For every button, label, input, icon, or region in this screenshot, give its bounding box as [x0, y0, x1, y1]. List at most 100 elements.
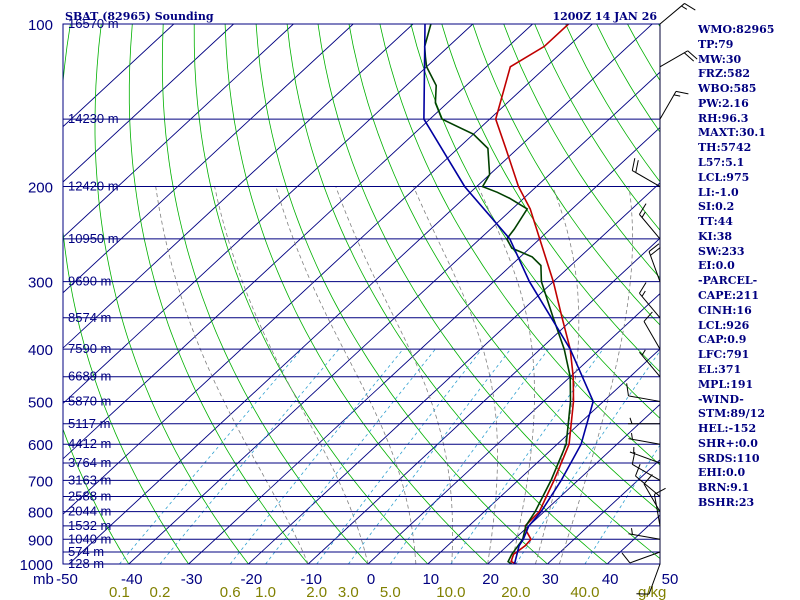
mixing-ratio-tick-label: 2.0: [306, 584, 327, 600]
wind-barb: [636, 563, 661, 595]
index-value: MPL:191: [698, 377, 754, 391]
dry-adiabat-line: [94, 24, 249, 564]
height-label: 3163 m: [68, 472, 111, 487]
mixing-ratio-tick-label: 40.0: [570, 584, 599, 600]
wind-barb-full: [684, 3, 696, 11]
index-value: PW:2.16: [698, 96, 749, 110]
pressure-tick-label: 300: [28, 275, 53, 292]
index-value: EI:0.0: [698, 259, 735, 273]
parcel-line: [423, 24, 595, 564]
height-label: 10950 m: [68, 231, 119, 246]
index-value: L57:5.1: [698, 156, 745, 170]
chart-grid: [63, 24, 660, 564]
mixing-ratio-line: [229, 348, 404, 564]
wind-barb-staff: [639, 292, 661, 319]
mixing-ratio-line: [265, 348, 436, 564]
wind-barb: [631, 158, 661, 187]
wind-barb-full: [639, 282, 647, 294]
index-value: TT:44: [698, 215, 733, 229]
mixing-ratio-tick-label: 5.0: [380, 584, 401, 600]
index-value: CAPE:211: [698, 289, 759, 303]
temperature-line: [494, 24, 575, 564]
temperature-tick-label: -50: [56, 571, 78, 588]
index-value: -PARCEL-: [698, 274, 758, 288]
temperature-tick-label: 10: [422, 571, 439, 588]
wind-barb-staff: [628, 533, 661, 540]
pressure-tick-label: 200: [28, 180, 53, 197]
wind-barb: [621, 551, 661, 564]
wind-barb: [648, 243, 661, 282]
index-value: SRDS:110: [698, 451, 760, 465]
mixing-ratio-unit-label: g/kg: [638, 584, 666, 600]
isotherm-line: [63, 24, 175, 128]
wind-barb-half: [673, 94, 681, 97]
wind-barb-half: [631, 433, 633, 440]
index-value: BSHR:23: [698, 495, 755, 509]
index-value: SHR+:0.0: [698, 436, 758, 450]
isotherm-line: [128, 71, 660, 564]
pressure-unit-label: mb: [33, 571, 54, 588]
wind-barb-staff: [629, 451, 661, 464]
wind-barb-half: [641, 290, 646, 297]
temperature-tick-label: -10: [300, 571, 322, 588]
wind-barb-staff: [635, 475, 661, 497]
wind-barbs: [621, 3, 698, 595]
isotherm-line: [63, 24, 474, 405]
index-value: TH:5742: [698, 141, 752, 155]
height-label: 3764 m: [68, 455, 111, 470]
temperature-tick-label: -20: [241, 571, 263, 588]
wind-barb-full: [650, 247, 661, 256]
height-label: 4412 m: [68, 436, 111, 451]
index-value: RH:96.3: [698, 111, 749, 125]
wind-barb: [659, 3, 696, 25]
isotherm-line: [63, 24, 533, 460]
chart-series: [423, 24, 595, 564]
index-value: MAXT:30.1: [698, 126, 766, 140]
wind-barb-staff: [628, 395, 661, 402]
index-value: -WIND-: [698, 392, 744, 406]
wind-barb-staff: [632, 463, 661, 481]
moist-adiabat-line: [155, 186, 309, 564]
wind-barb: [639, 349, 661, 378]
dewpoint-line: [423, 24, 572, 564]
wind-barb-half: [631, 528, 633, 535]
pressure-tick-label: 800: [28, 505, 53, 522]
mixing-ratio-tick-label: 0.1: [109, 584, 130, 600]
mixing-ratio-tick-label: 10.0: [436, 584, 465, 600]
plot-frame: [62, 23, 661, 565]
index-value: SI:0.2: [698, 200, 735, 214]
height-label: 2588 m: [68, 489, 111, 504]
temperature-tick-label: 30: [542, 571, 559, 588]
wind-barb: [628, 528, 661, 540]
index-value: CAP:0.9: [698, 333, 747, 347]
wind-barb-full: [643, 474, 653, 485]
dry-adiabat-line: [193, 24, 429, 564]
wind-barb-full: [683, 52, 695, 62]
temperature-tick-label: -40: [121, 571, 143, 588]
isotherm-line: [188, 126, 660, 564]
temperature-tick-label: 20: [482, 571, 499, 588]
height-label: 8574 m: [68, 310, 111, 325]
wind-barb-staff: [659, 50, 688, 68]
wind-barb-half: [641, 211, 646, 218]
height-label: 9690 m: [68, 274, 111, 289]
wind-barb: [643, 311, 661, 350]
isotherm-line: [427, 348, 660, 564]
moist-adiabat-line: [477, 186, 535, 564]
chart-title: SBAT (82965) Sounding: [65, 10, 214, 23]
isotherm-line: [63, 24, 593, 515]
wind-barb-staff: [639, 214, 661, 240]
isotherm-line: [547, 459, 660, 564]
wind-barb-full: [675, 90, 689, 95]
wind-barb-staff: [643, 321, 661, 350]
index-value: LCL:975: [698, 170, 750, 184]
temperature-tick-label: -30: [181, 571, 203, 588]
mixing-ratio-line: [316, 348, 483, 564]
wind-barb-staff: [639, 351, 661, 378]
wind-barb: [659, 90, 689, 120]
index-value: STM:89/12: [698, 407, 765, 421]
mixing-ratio-tick-label: 20.0: [501, 584, 530, 600]
pressure-tick-label: 500: [28, 394, 53, 411]
wind-barb-staff: [648, 251, 661, 282]
